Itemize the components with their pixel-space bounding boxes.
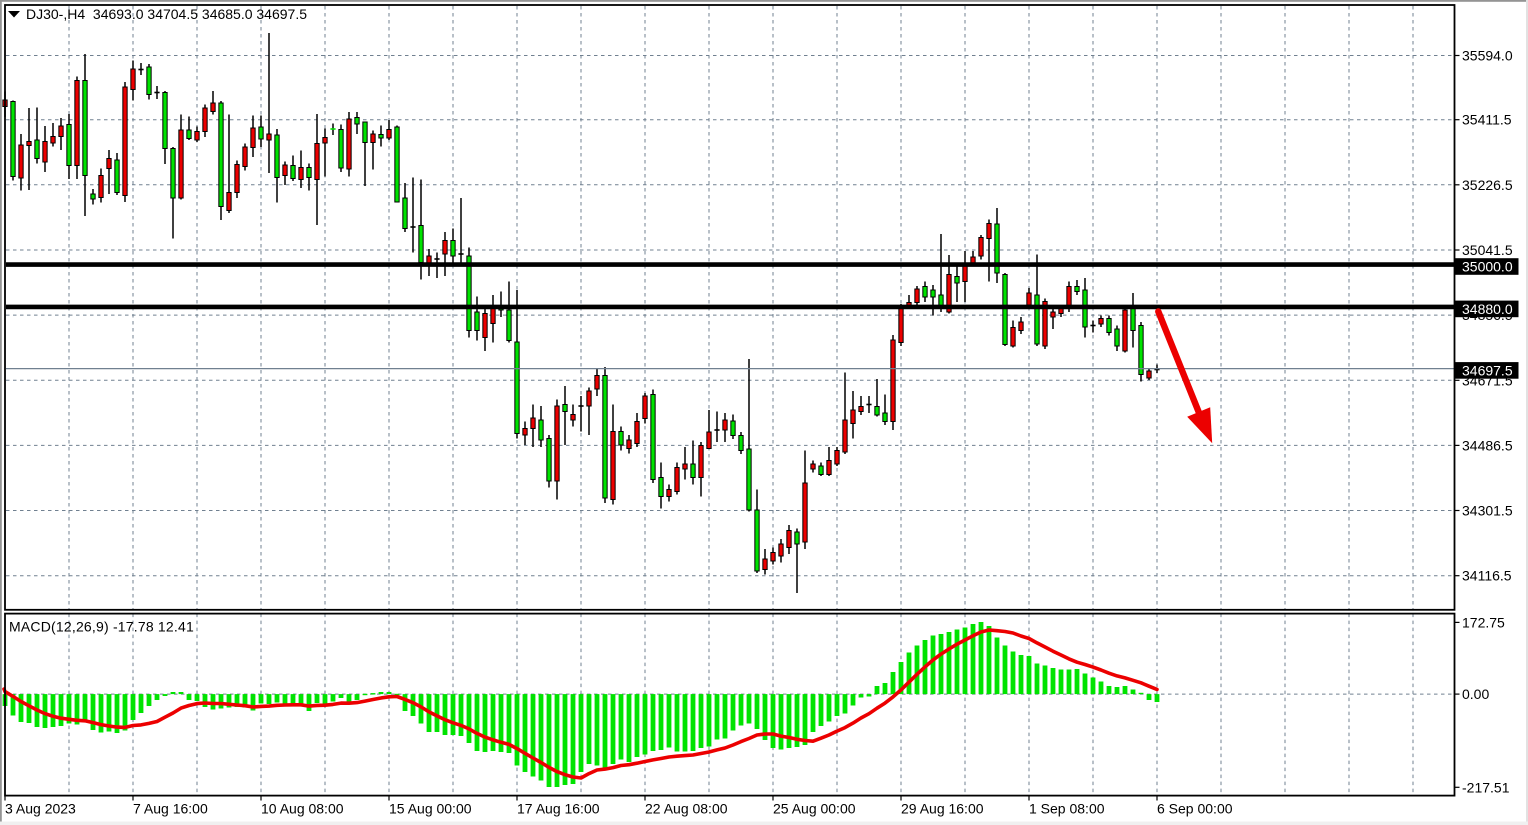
- svg-text:25 Aug 00:00: 25 Aug 00:00: [773, 801, 856, 817]
- svg-text:6 Sep 00:00: 6 Sep 00:00: [1157, 801, 1233, 817]
- svg-text:35000.0: 35000.0: [1462, 259, 1513, 275]
- svg-text:10 Aug 08:00: 10 Aug 08:00: [261, 801, 344, 817]
- svg-text:172.75: 172.75: [1462, 614, 1505, 630]
- svg-text:35041.5: 35041.5: [1462, 242, 1513, 258]
- svg-text:22 Aug 08:00: 22 Aug 08:00: [645, 801, 728, 817]
- svg-text:35594.0: 35594.0: [1462, 48, 1513, 64]
- svg-text:0.00: 0.00: [1462, 686, 1489, 702]
- svg-text:15 Aug 00:00: 15 Aug 00:00: [389, 801, 472, 817]
- svg-text:3 Aug 2023: 3 Aug 2023: [5, 801, 76, 817]
- svg-text:34880.0: 34880.0: [1462, 301, 1513, 317]
- svg-text:34301.5: 34301.5: [1462, 503, 1513, 519]
- svg-text:29 Aug 16:00: 29 Aug 16:00: [901, 801, 984, 817]
- svg-text:-217.51: -217.51: [1462, 779, 1510, 795]
- svg-text:17 Aug 16:00: 17 Aug 16:00: [517, 801, 600, 817]
- svg-text:1 Sep 08:00: 1 Sep 08:00: [1029, 801, 1105, 817]
- svg-text:7 Aug 16:00: 7 Aug 16:00: [133, 801, 208, 817]
- svg-text:34486.5: 34486.5: [1462, 437, 1513, 453]
- svg-text:MACD(12,26,9) -17.78 12.41: MACD(12,26,9) -17.78 12.41: [9, 619, 194, 635]
- svg-text:34116.5: 34116.5: [1462, 568, 1512, 584]
- svg-text:35226.5: 35226.5: [1462, 177, 1513, 193]
- svg-text:34697.5: 34697.5: [1462, 362, 1513, 378]
- svg-text:DJ30-,H4 34693.0 34704.5 3468: DJ30-,H4 34693.0 34704.5 34685.0 34697.5: [26, 6, 307, 22]
- svg-text:35411.5: 35411.5: [1462, 112, 1512, 128]
